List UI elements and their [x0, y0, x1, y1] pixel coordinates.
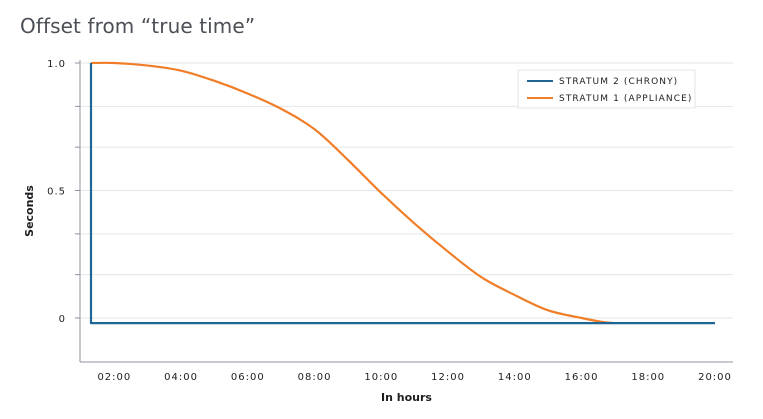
- y-tick-label: 0: [59, 314, 66, 325]
- x-tick-label: 04:00: [164, 372, 198, 383]
- axes: 1.0 0.5 0 02:00 04:00 06:00 08:00 10:00 12:00 14:…: [47, 59, 733, 383]
- x-tick-label: 02:00: [97, 372, 131, 383]
- legend-box: [517, 69, 696, 109]
- y-tick-label: 1.0: [47, 59, 66, 70]
- x-tick-label: 12:00: [431, 372, 465, 383]
- legend-label: STRATUM 1 (APPLIANCE): [559, 94, 693, 104]
- x-axis-title: In hours: [381, 391, 432, 404]
- y-axis-title: Seconds: [23, 185, 36, 237]
- series-line-0: [89, 63, 715, 325]
- x-tick-label: 20:00: [698, 372, 732, 383]
- grid-lines: [80, 62, 733, 319]
- x-tick-label: 16:00: [565, 372, 599, 383]
- x-tick-label: 10:00: [364, 372, 398, 383]
- chart-title: Offset from “true time”: [20, 14, 256, 38]
- series-line-1: [90, 61, 615, 325]
- x-tick-label: 06:00: [231, 372, 265, 383]
- y-tick-label: 0.5: [47, 187, 66, 198]
- x-tick-label: 08:00: [298, 372, 332, 383]
- series-lines: [89, 61, 715, 325]
- legend-label: STRATUM 2 (CHRONY): [559, 77, 678, 87]
- x-tick-label: 14:00: [498, 372, 532, 383]
- legend: STRATUM 2 (CHRONY) STRATUM 1 (APPLIANCE): [517, 69, 696, 109]
- x-tick-label: 18:00: [631, 372, 665, 383]
